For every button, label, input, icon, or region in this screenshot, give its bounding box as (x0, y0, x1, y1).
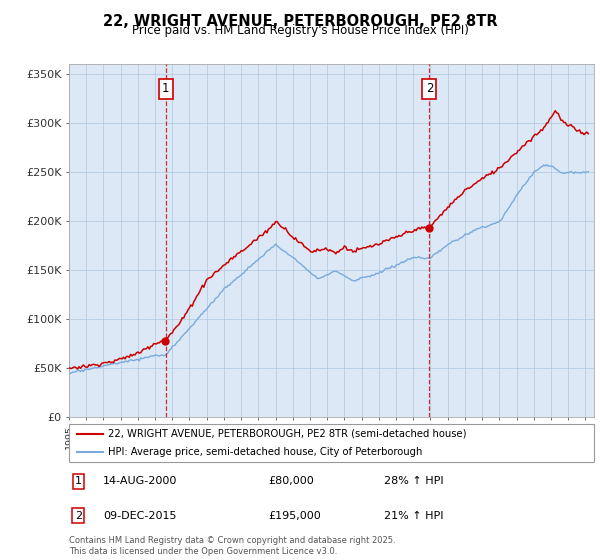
Text: Price paid vs. HM Land Registry's House Price Index (HPI): Price paid vs. HM Land Registry's House … (131, 24, 469, 36)
Text: 21% ↑ HPI: 21% ↑ HPI (384, 511, 443, 521)
Text: HPI: Average price, semi-detached house, City of Peterborough: HPI: Average price, semi-detached house,… (109, 447, 423, 457)
Text: 22, WRIGHT AVENUE, PETERBOROUGH, PE2 8TR: 22, WRIGHT AVENUE, PETERBOROUGH, PE2 8TR (103, 14, 497, 29)
Text: 28% ↑ HPI: 28% ↑ HPI (384, 476, 443, 486)
FancyBboxPatch shape (69, 424, 594, 462)
Text: 2: 2 (75, 511, 82, 521)
Text: 14-AUG-2000: 14-AUG-2000 (103, 476, 178, 486)
Text: 2: 2 (425, 82, 433, 95)
Text: 1: 1 (75, 476, 82, 486)
Text: £80,000: £80,000 (269, 476, 314, 486)
Text: Contains HM Land Registry data © Crown copyright and database right 2025.
This d: Contains HM Land Registry data © Crown c… (69, 536, 395, 556)
Text: 1: 1 (162, 82, 169, 95)
Text: £195,000: £195,000 (269, 511, 321, 521)
Text: 09-DEC-2015: 09-DEC-2015 (103, 511, 176, 521)
Text: 22, WRIGHT AVENUE, PETERBOROUGH, PE2 8TR (semi-detached house): 22, WRIGHT AVENUE, PETERBOROUGH, PE2 8TR… (109, 429, 467, 439)
